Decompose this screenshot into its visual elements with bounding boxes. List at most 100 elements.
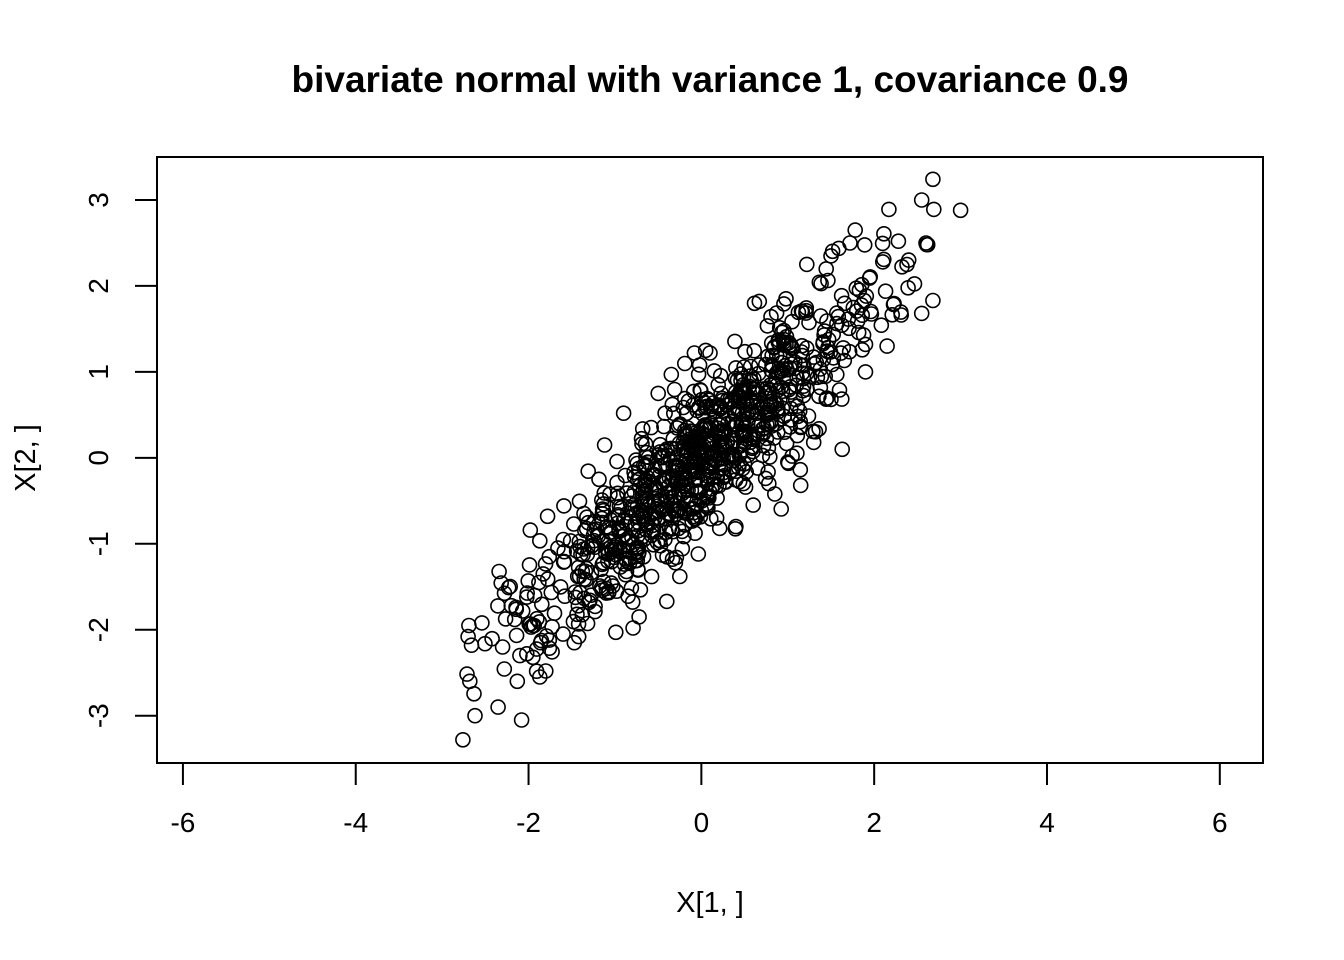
data-point [854,307,871,324]
data-point [690,366,707,383]
data-point [638,476,655,493]
data-point [508,627,525,644]
data-point [877,283,894,300]
data-point [732,383,749,399]
data-point [727,333,743,350]
data-point [893,307,910,323]
data-point [650,385,667,402]
data-point [525,649,541,666]
data-point [738,464,755,480]
data-point [825,326,842,343]
data-point [742,358,759,375]
data-point [703,459,720,476]
data-point [854,341,871,358]
data-point [664,551,681,568]
data-point [736,397,753,414]
data-point [873,317,890,334]
data-point [792,477,809,494]
x-tick-label: 4 [1039,807,1055,838]
data-point [657,511,674,527]
data-point [811,274,828,291]
data-point [533,596,550,613]
x-tick-label: 0 [694,807,710,838]
data-point [643,568,660,585]
data-point [900,279,916,296]
data-point [746,428,763,445]
data-point [925,201,942,218]
data-point [466,685,482,702]
data-point [539,508,556,525]
data-point [813,275,829,292]
data-point [508,599,524,616]
data-point [571,493,588,510]
data-point [676,528,692,545]
data-point [695,425,711,442]
data-point [687,525,703,542]
data-point [733,366,749,382]
data-point [708,478,725,495]
data-point [513,712,530,728]
data-point [700,468,717,485]
data-point [628,505,645,522]
data-point [657,455,674,472]
data-point [727,520,744,537]
data-point [760,415,777,432]
data-point [571,568,588,585]
data-point [594,505,611,522]
data-point [690,546,707,562]
data-point [707,426,723,442]
data-point [734,415,751,432]
data-point [621,555,638,572]
data-point [692,381,709,398]
data-point [583,587,600,604]
data-point [467,707,483,724]
x-axis: -6 -4 -2 0 2 4 6 [170,762,1228,838]
data-point [634,421,651,437]
data-point [537,556,554,572]
data-point [773,501,790,517]
data-point [474,615,490,631]
data-point [735,475,752,492]
data-point [746,295,763,312]
data-point [692,483,709,500]
data-point [763,418,780,434]
data-point [925,292,941,309]
data-point [850,324,867,341]
data-point [818,261,835,277]
data-point [677,471,694,487]
data-point [913,192,930,208]
data-point [782,419,799,435]
data-point [716,426,733,443]
data-point [635,548,652,565]
data-point [828,366,845,383]
data-point [643,527,660,544]
data-point [761,405,778,422]
data-point [579,546,596,563]
data-point [771,392,788,409]
data-point [587,603,603,620]
y-axis: -3 -2 -1 0 1 2 3 [83,192,158,728]
data-point [918,236,935,253]
data-point [531,574,547,591]
data-point [615,405,632,422]
data-point [835,340,852,356]
data-point [876,226,892,242]
data-point [760,464,776,480]
data-point [771,319,788,336]
data-point [789,445,805,462]
data-point [490,598,506,614]
data-point [535,566,552,582]
data-point [702,345,718,361]
data-point [588,521,605,537]
data-point [783,356,800,372]
data-point [604,543,620,560]
data-point [857,364,874,380]
data-point [460,628,476,645]
y-tick-label: -2 [83,617,114,642]
data-point [680,393,697,409]
data-point [742,368,758,384]
data-point [691,357,708,373]
data-point [801,314,817,331]
data-point [595,496,612,512]
data-point [687,435,704,451]
